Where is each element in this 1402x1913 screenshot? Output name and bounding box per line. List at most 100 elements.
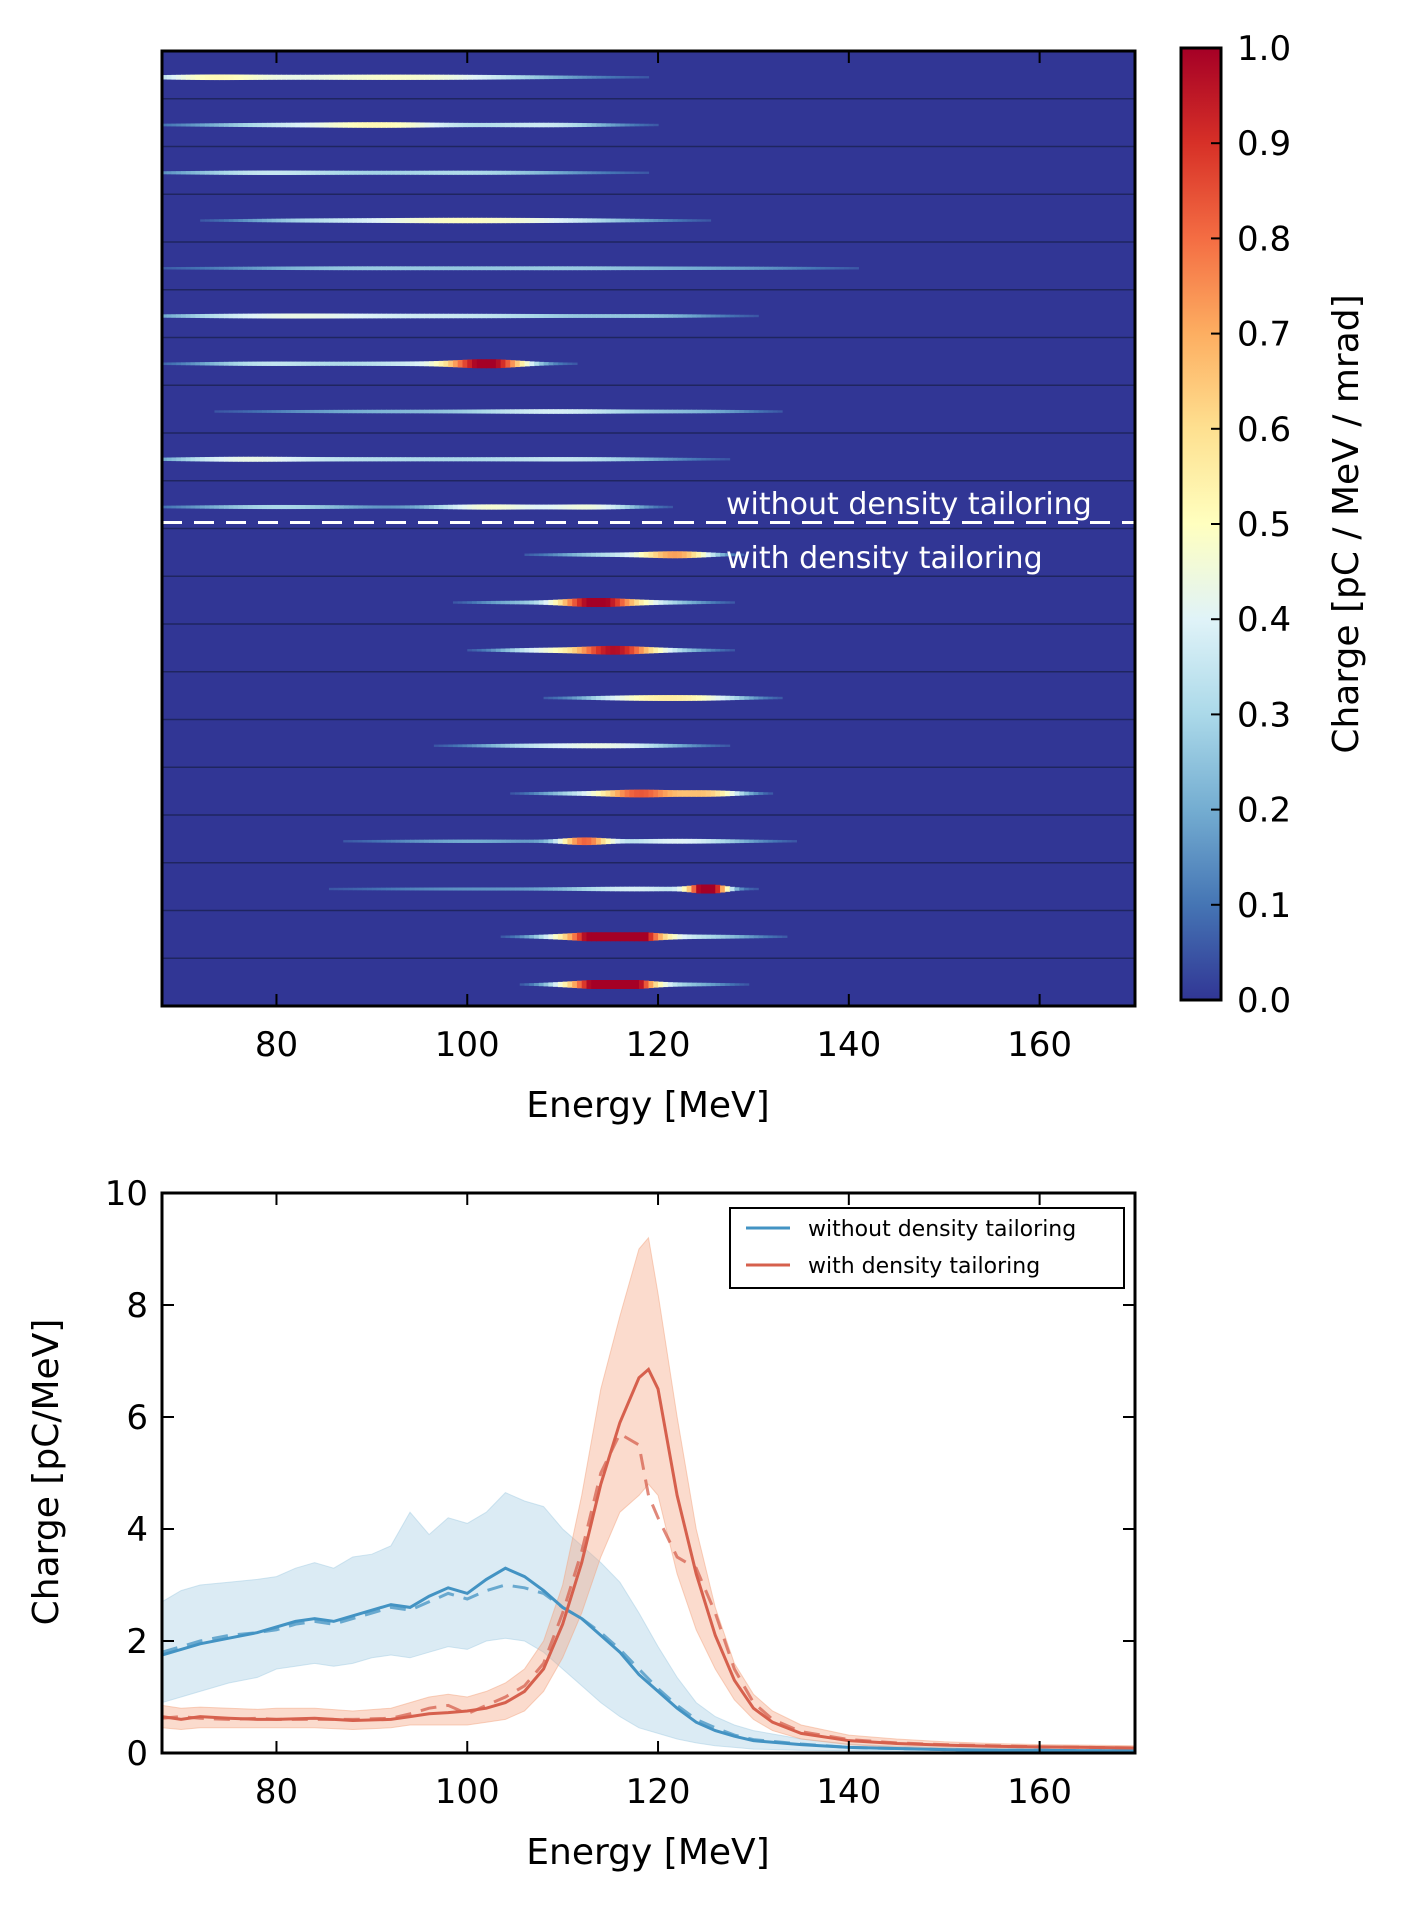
line-x-tick-label: 120 [626,1772,691,1812]
heatmap-cell [176,123,182,127]
heatmap-cell [495,217,502,224]
heatmap-cell [700,838,707,844]
heatmap-cell [624,75,631,79]
heatmap-cell [634,218,640,223]
heatmap-cell [276,361,282,366]
heatmap-cell [190,74,196,80]
heatmap-cell [281,456,287,462]
heatmap-cell [376,74,383,80]
heatmap-cell [219,505,225,509]
heatmap-cell [405,170,411,175]
heatmap-cell [748,935,755,939]
heatmap-cell [700,982,707,987]
heatmap-cell [510,122,516,128]
heatmap-cell [362,887,368,891]
heatmap-cell [309,122,316,128]
heatmap-cell [252,456,258,462]
heatmap-cell [624,457,631,462]
heatmap-cell [429,361,435,367]
heatmap-cell [638,314,645,318]
heatmap-cell [557,887,564,891]
heatmap-cell [700,884,707,894]
heatmap-cell [586,837,592,846]
heatmap-cell [300,266,306,271]
heatmap-cell [619,743,626,749]
heatmap-cell [524,504,530,510]
heatmap-cell [438,409,445,414]
heatmap-cell [476,601,483,604]
heatmap-cell [405,361,411,367]
heatmap-cell [452,313,459,319]
heatmap-cell [739,410,745,414]
heatmap-cell [219,410,225,413]
heatmap-cell [681,934,688,940]
heatmap-cell [753,791,759,796]
heatmap-cell [367,266,373,271]
heatmap-cell [710,409,716,414]
heatmap-cell [638,552,645,558]
heatmap-cell [438,457,445,462]
heatmap-cell [333,457,340,462]
heatmap-cell [691,744,697,748]
heatmap-cell [538,553,545,557]
heatmap-cell [758,792,764,795]
heatmap-cell [710,790,716,797]
heatmap-cell [352,170,359,175]
annotation-with-tailoring: with density tailoring [726,541,1043,576]
heatmap-cell [214,313,220,319]
heatmap-cell [553,647,559,653]
heatmap-cell [200,362,206,366]
heatmap-cell [276,122,282,128]
heatmap-cell [648,981,654,989]
heatmap-cell [514,792,521,795]
heatmap-cell [562,599,569,606]
heatmap-cell [309,74,316,80]
line-x-label: Energy [MeV] [526,1832,769,1873]
heatmap-cell [452,217,459,224]
heatmap-cell [696,409,702,414]
heatmap-cell [381,74,387,80]
heatmap-cell [529,647,535,653]
heatmap-cell [266,313,273,319]
heatmap-cell [457,744,464,748]
heatmap-cell [424,74,430,80]
heatmap-cell [543,743,549,749]
heatmap-cell [381,505,387,509]
heatmap-cell [467,359,473,369]
heatmap-cell [658,933,664,941]
heatmap-cell [567,887,573,891]
heatmap-cell [495,839,502,843]
heatmap-cell [705,934,712,939]
heatmap-cell [357,409,363,414]
heatmap-cell [586,980,592,989]
heatmap-cell [376,457,383,462]
heatmap-cell [648,743,654,748]
heatmap-cell [677,648,683,653]
heatmap-cell [600,123,607,127]
heatmap-cell [615,457,621,462]
heatmap-cell [338,218,344,223]
heatmap-cell [615,838,621,844]
heatmap-cell [343,457,349,462]
heatmap-cell [629,123,635,127]
heatmap-cell [500,457,507,462]
heatmap-cell [290,170,297,175]
heatmap-cell [748,314,755,318]
heatmap-cell [844,267,850,270]
heatmap-cell [724,266,731,270]
heatmap-cell [195,123,201,127]
heatmap-cell [419,457,425,462]
heatmap-cell [591,886,597,892]
heatmap-cell [348,74,354,80]
heatmap-cell [643,457,650,462]
heatmap-cell [624,839,631,844]
heatmap-cell [166,171,173,175]
heatmap-cell [591,171,597,175]
heatmap-cell [658,743,664,748]
heatmap-cell [557,743,564,749]
heatmap-cell [491,266,497,271]
heatmap-cell [457,504,464,510]
heatmap-cell [734,553,740,557]
line-y-tick-label: 4 [126,1510,148,1550]
legend-label-without: without density tailoring [808,1217,1076,1242]
